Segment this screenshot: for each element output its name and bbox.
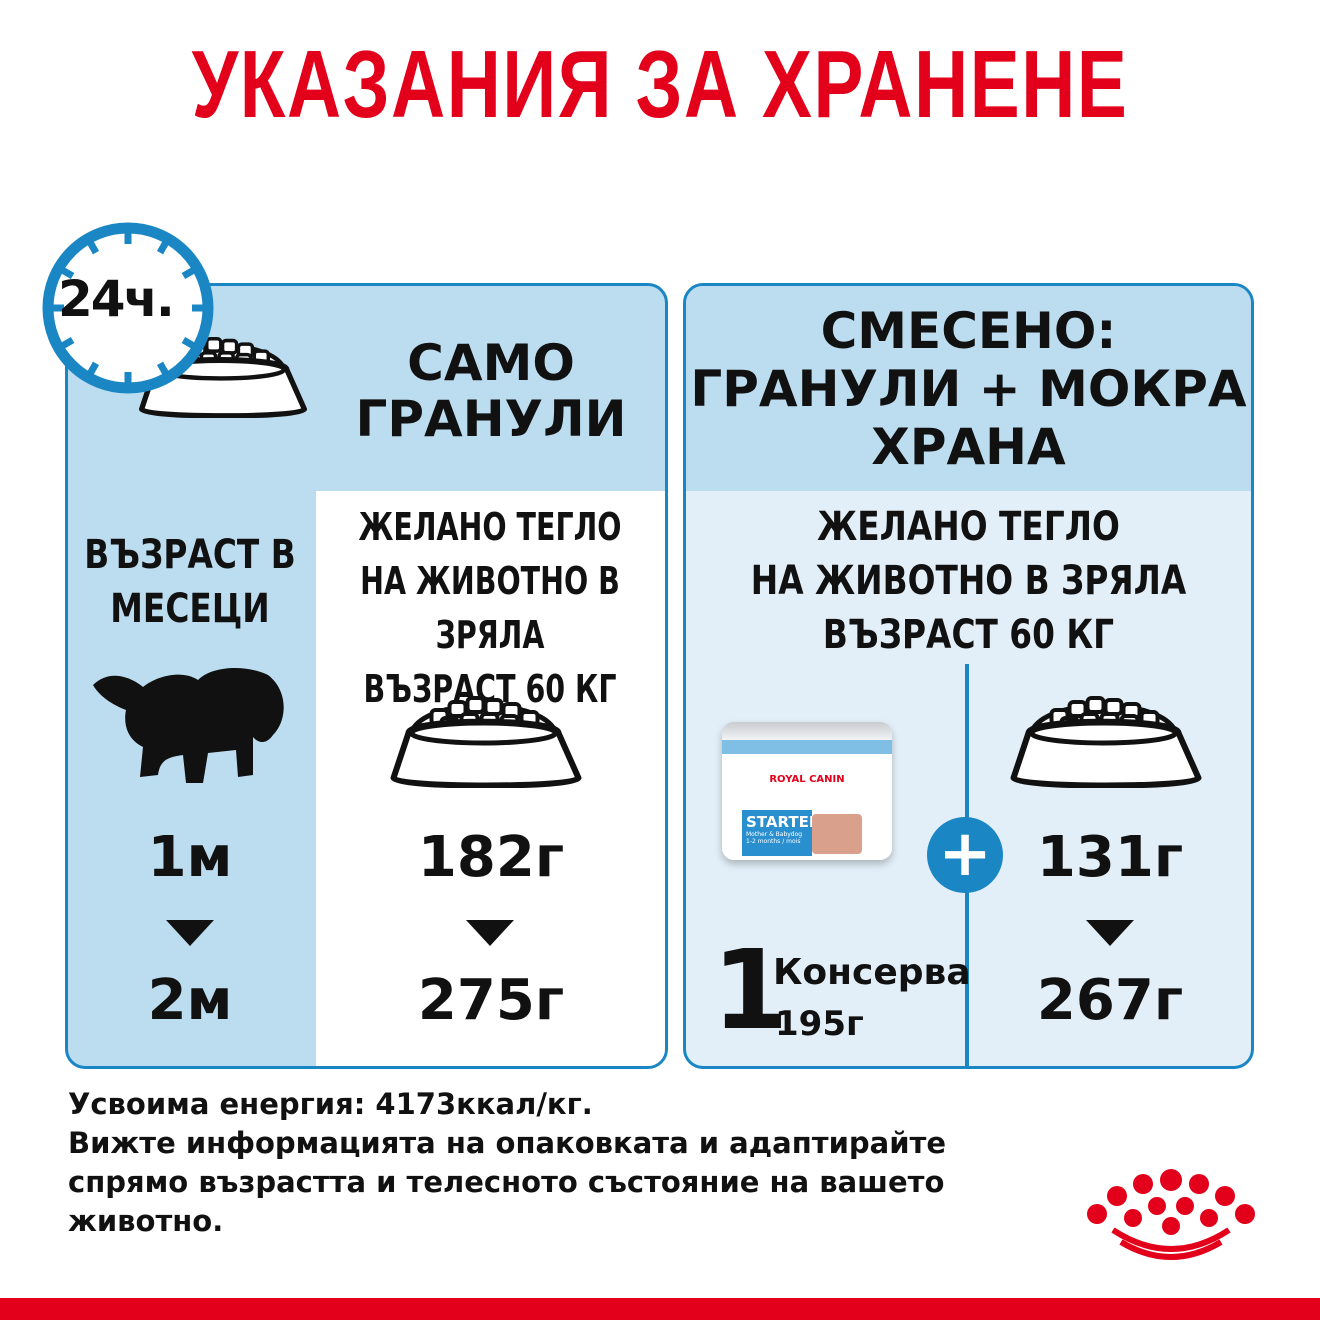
clock-icon: [42, 222, 214, 394]
footer-line: животно.: [68, 1204, 224, 1238]
kibble-bowl-icon: [390, 688, 582, 788]
clock-tick: [86, 361, 100, 376]
heading-line: ГРАНУЛИ: [355, 390, 627, 448]
dry-only-heading: САМО ГРАНУЛИ: [315, 335, 667, 447]
arrow-down-icon: [466, 920, 514, 946]
footer-line: спрямо възрастта и телесното състояние н…: [68, 1165, 945, 1199]
label-line: МЕСЕЦИ: [110, 586, 270, 632]
age-label: ВЪЗРАСТ В МЕСЕЦИ: [67, 528, 313, 636]
clock-tick: [60, 266, 75, 280]
clock-tick: [181, 336, 196, 350]
label-line: НА ЖИВОТНО В ЗРЯЛА: [750, 558, 1187, 604]
can-count: 1: [712, 926, 789, 1054]
mixed-amount-from: 131г: [1036, 825, 1184, 890]
label-line: ВЪЗРАСТ 60 КГ: [822, 612, 1115, 658]
label-line: ВЪЗРАСТ В: [84, 532, 296, 578]
clock-tick: [156, 240, 170, 255]
heading-line: САМО: [407, 334, 575, 392]
label-line: ЖЕЛАНО ТЕГЛО: [358, 505, 622, 549]
clock-label: 24ч.: [58, 270, 175, 328]
label-line: НА ЖИВОТНО В ЗРЯЛА: [360, 559, 620, 657]
royal-canin-crown-logo: [1087, 1169, 1255, 1260]
arrow-down-icon: [1086, 920, 1134, 946]
age-from: 1м: [147, 825, 233, 890]
weight-label: ЖЕЛАНО ТЕГЛО НА ЖИВОТНО В ЗРЯЛА ВЪЗРАСТ …: [325, 500, 655, 716]
heading-line: ГРАНУЛИ + МОКРА: [690, 360, 1247, 418]
kibble-bowl-icon: [1010, 688, 1202, 788]
heading-line: ХРАНА: [871, 418, 1066, 476]
mixed-panel: [683, 283, 1254, 1069]
puppy-silhouette-icon: [93, 668, 284, 783]
can-label: Консерва: [773, 952, 971, 993]
clock-tick: [86, 240, 100, 255]
clock-tick: [156, 361, 170, 376]
can-product-name: STARTER: [746, 813, 821, 831]
wet-food-can-image: ROYAL CANIN STARTER Mother & Babydog 1-2…: [722, 722, 892, 860]
footer-line: Вижте информацията на опаковката и адапт…: [68, 1126, 947, 1160]
dry-amount-from: 182г: [417, 825, 565, 890]
arrow-down-icon: [166, 920, 214, 946]
mixed-heading: СМЕСЕНО: ГРАНУЛИ + МОКРА ХРАНА: [683, 302, 1254, 476]
can-product-age: 1-2 months / mois: [746, 838, 801, 845]
label-line: ЖЕЛАНО ТЕГЛО: [817, 504, 1120, 550]
mixed-amount-to: 267г: [1036, 968, 1184, 1033]
dry-only-panel: [65, 283, 668, 1069]
weight-label: ЖЕЛАНО ТЕГЛО НА ЖИВОТНО В ЗРЯЛА ВЪЗРАСТ …: [734, 500, 1202, 662]
can-brand: ROYAL CANIN: [769, 774, 845, 785]
heading-line: СМЕСЕНО:: [820, 302, 1117, 360]
clock-tick: [60, 336, 75, 350]
footer-text: Усвоима енергия: 4173ккал/кг. Вижте инфо…: [68, 1085, 968, 1241]
can-product-sub: Mother & Babydog: [746, 831, 803, 838]
page-title: УКАЗАНИЯ ЗА ХРАНЕНЕ: [191, 31, 1129, 138]
dry-amount-to: 275г: [417, 968, 565, 1033]
can-weight: 195г: [775, 1004, 864, 1044]
clock-tick: [181, 266, 196, 280]
age-to: 2м: [147, 968, 233, 1033]
bottom-red-bar: [0, 1298, 1320, 1320]
mixed-header-bg: [686, 286, 1251, 491]
footer-line: Усвоима енергия: 4173ккал/кг.: [68, 1087, 593, 1121]
plus-icon: +: [927, 817, 1003, 893]
